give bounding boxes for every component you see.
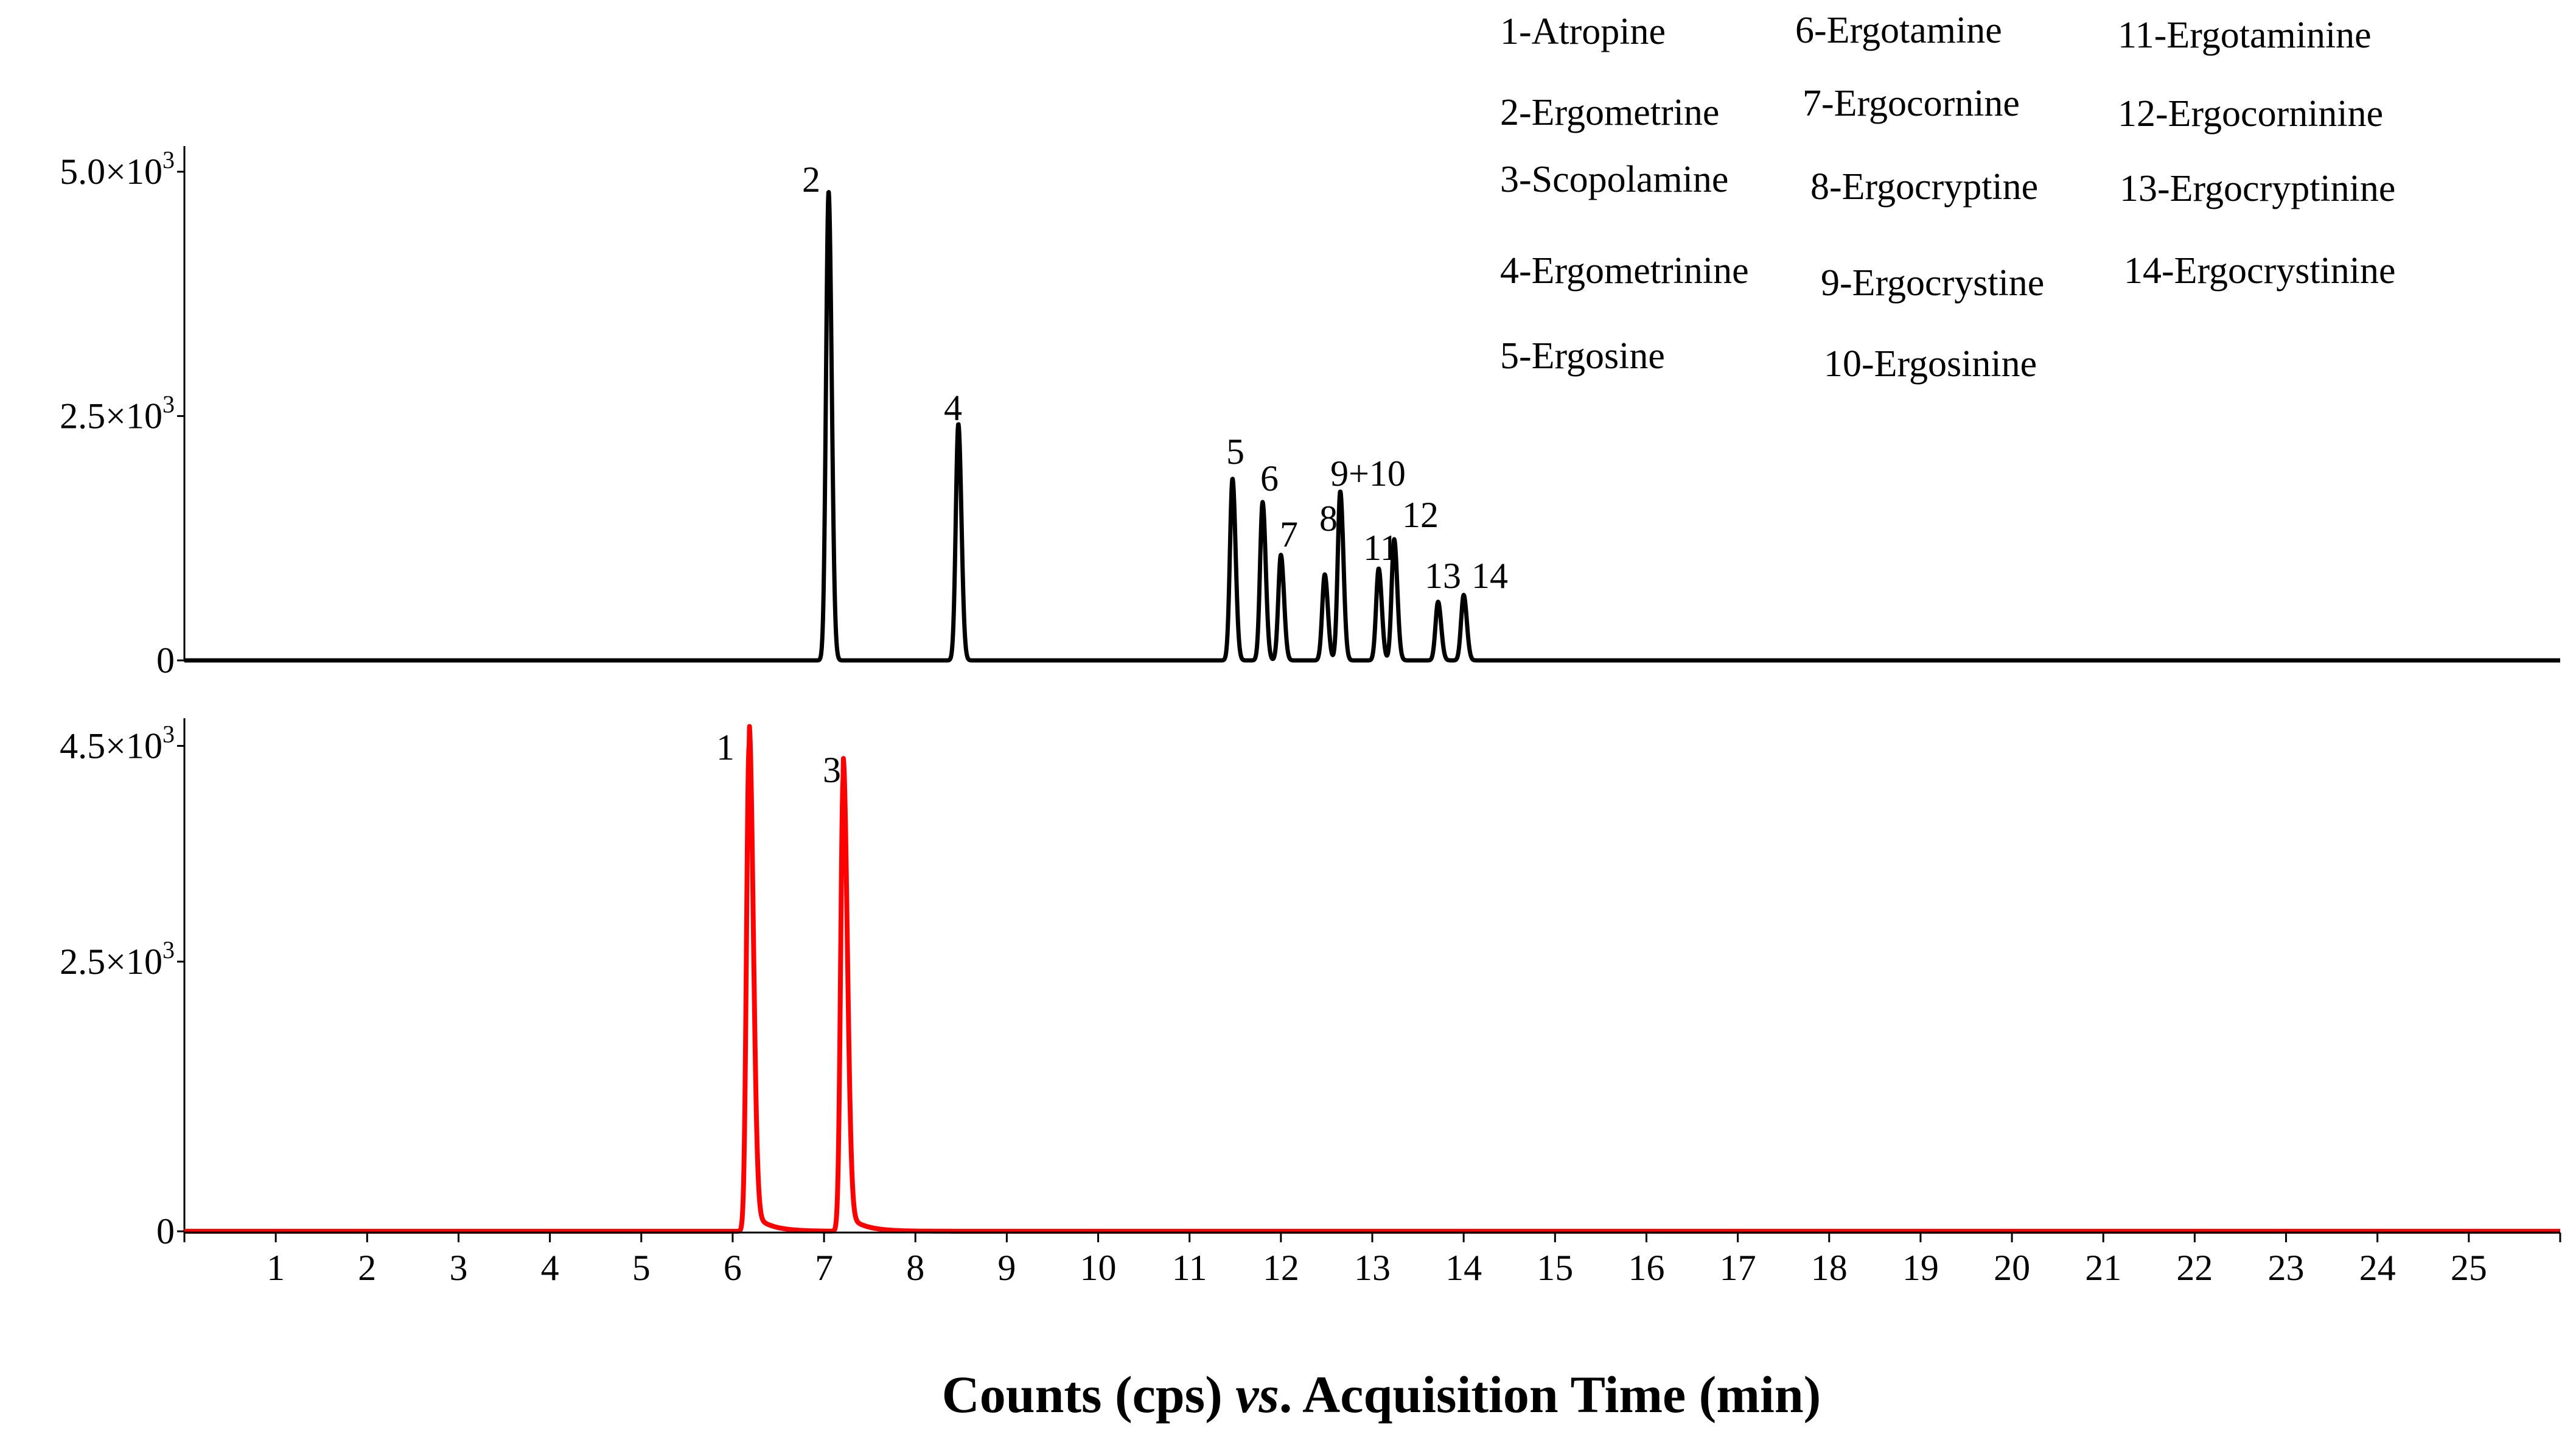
x-tick-label: 21 [2085, 1248, 2121, 1288]
x-tick-label: 10 [1080, 1248, 1117, 1288]
legend-item: 6-Ergotamine [1795, 10, 2002, 51]
peak-label-12: 12 [1402, 495, 1439, 535]
legend-item: 12-Ergocorninine [2118, 93, 2383, 135]
x-tick-label: 11 [1172, 1248, 1207, 1288]
peak-label-8: 8 [1319, 498, 1338, 539]
legend-item: 5-Ergosine [1500, 335, 1665, 377]
legend-item: 7-Ergocornine [1803, 83, 2020, 124]
legend-item: 4-Ergometrinine [1500, 250, 1749, 292]
y-tick-label: 5.0×103 [60, 146, 175, 192]
x-tick-label: 1 [267, 1248, 285, 1288]
legend-item: 2-Ergometrine [1500, 92, 1719, 133]
x-tick-label: 4 [541, 1248, 559, 1288]
peak-label-2: 2 [802, 159, 820, 200]
peak-label-1: 1 [716, 727, 735, 768]
x-tick-label: 13 [1354, 1248, 1391, 1288]
x-tick-label: 6 [724, 1248, 742, 1288]
peak-label-5: 5 [1226, 432, 1244, 472]
x-tick-label: 5 [632, 1248, 651, 1288]
y-tick-label: 0 [156, 1211, 175, 1251]
y-tick-label: 0 [156, 640, 175, 680]
y-tick-label: 2.5×103 [60, 391, 175, 436]
x-tick-label: 7 [815, 1248, 833, 1288]
peak-label-11: 11 [1363, 528, 1398, 568]
bottom-panel: 0 2.5×103 4.5×103 1 3 [60, 718, 2563, 1251]
top-trace-line [183, 190, 2562, 663]
legend-item: 1-Atropine [1500, 11, 1666, 52]
legend: 1-Atropine 2-Ergometrine 3-Scopolamine 4-Er… [1500, 10, 2396, 385]
peak-label-3: 3 [823, 750, 841, 790]
legend-item: 11-Ergotaminine [2118, 15, 2372, 56]
y-tick-label: 4.5×103 [60, 720, 175, 766]
x-tick-label: 17 [1720, 1248, 1756, 1288]
legend-item: 3-Scopolamine [1500, 159, 1728, 200]
peak-label-4: 4 [944, 388, 962, 428]
x-tick-label: 2 [358, 1248, 376, 1288]
peak-label-6: 6 [1260, 458, 1279, 498]
peak-label-14: 14 [1471, 556, 1508, 596]
x-tick-label: 8 [906, 1248, 924, 1288]
peak-label-7: 7 [1280, 514, 1298, 554]
x-tick-label: 19 [1902, 1248, 1939, 1288]
peak-label-9-plus-10: 9+10 [1330, 453, 1406, 494]
x-tick-label: 24 [2359, 1248, 2396, 1288]
axis-title-before: Counts (cps) [942, 1365, 1236, 1424]
x-tick-label: 20 [1994, 1248, 2030, 1288]
legend-item: 13-Ergocryptinine [2120, 168, 2395, 209]
axis-title-italic: vs [1235, 1365, 1279, 1424]
x-tick-label: 12 [1263, 1248, 1299, 1288]
x-tick-label: 3 [449, 1248, 467, 1288]
x-tick-label: 25 [2451, 1248, 2487, 1288]
y-tick-label: 2.5×103 [60, 936, 175, 982]
axis-title-after: . Acquisition Time (min) [1279, 1365, 1821, 1424]
x-tick-label: 14 [1445, 1248, 1482, 1288]
bottom-trace-line [182, 724, 2563, 1234]
legend-item: 10-Ergosinine [1824, 343, 2037, 385]
x-tick-label: 16 [1628, 1248, 1664, 1288]
x-axis-title: Counts (cps) vs. Acquisition Time (min) [942, 1365, 1821, 1424]
peak-label-13: 13 [1425, 556, 1461, 596]
legend-item: 14-Ergocrystinine [2124, 250, 2396, 292]
legend-item: 8-Ergocryptine [1810, 166, 2038, 208]
x-tick-label: 22 [2176, 1248, 2213, 1288]
x-tick-label: 15 [1537, 1248, 1573, 1288]
x-tick-label: 18 [1811, 1248, 1848, 1288]
x-tick-label: 9 [997, 1248, 1016, 1288]
legend-item: 9-Ergocrystine [1821, 262, 2044, 304]
x-tick-label: 23 [2268, 1248, 2305, 1288]
x-axis: 1 2 3 4 5 6 7 8 9 10 11 12 13 14 15 16 17 18 19 20 21 22 23 24 2… [183, 1231, 2561, 1288]
